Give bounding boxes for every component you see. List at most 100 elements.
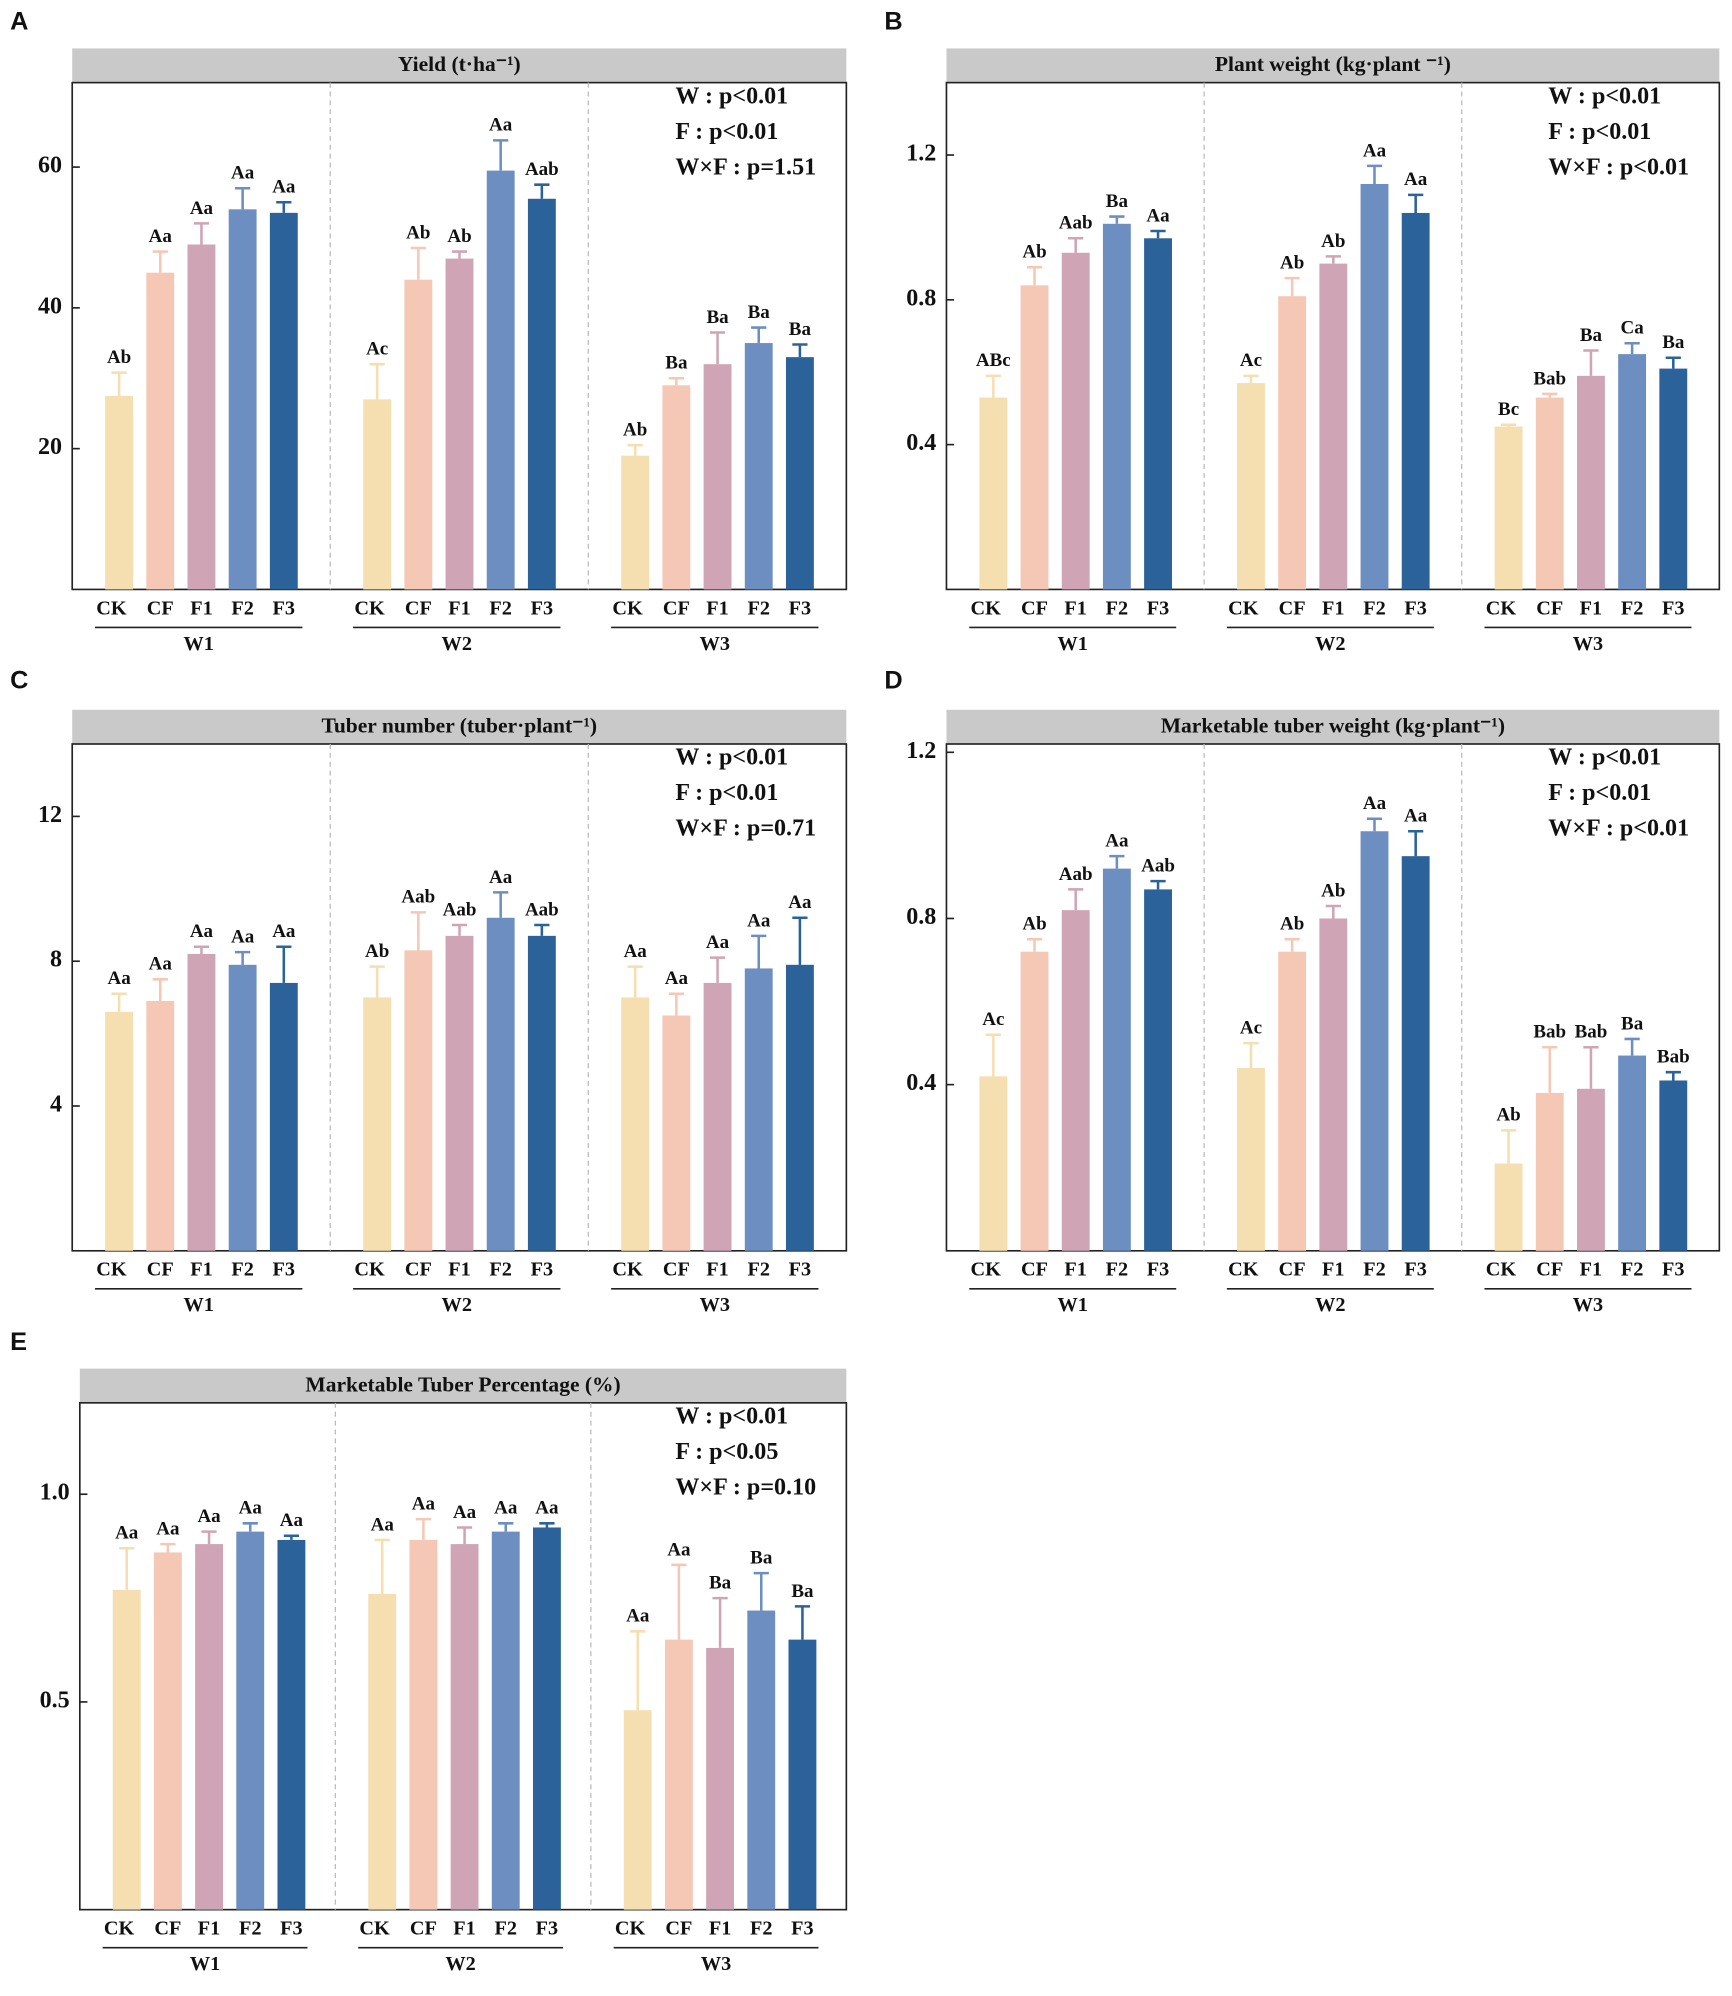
x-tick-label: F2: [750, 1918, 773, 1940]
significance-letter: Aa: [626, 1606, 650, 1627]
x-tick-label: F2: [231, 597, 254, 619]
significance-letter: Bab: [1533, 368, 1566, 389]
x-tick-label: CF: [1536, 597, 1563, 619]
significance-letter: Ba: [1662, 332, 1685, 353]
significance-letter: Aab: [401, 887, 435, 908]
bar: [1144, 238, 1172, 590]
y-tick-label: 40: [38, 293, 62, 319]
significance-letter: Aa: [494, 1498, 518, 1519]
error-bar: [709, 956, 726, 983]
title-strip: [79, 1368, 847, 1403]
significance-letter: Aa: [149, 954, 173, 975]
error-bar: [671, 1563, 687, 1640]
x-tick-label: CK: [1486, 597, 1517, 619]
bar: [105, 395, 134, 590]
stat-annotation: F : p<0.05: [675, 1439, 778, 1465]
error-bar: [712, 1596, 728, 1648]
group-label: W2: [442, 1294, 472, 1316]
error-bar: [451, 250, 468, 259]
x-tick-label: F1: [1580, 1259, 1603, 1281]
x-tick-label: F3: [1147, 597, 1170, 619]
bar: [368, 1593, 397, 1910]
bar: [1535, 1092, 1564, 1251]
x-tick-label: CK: [96, 597, 127, 619]
error-bar: [276, 201, 292, 213]
y-tick-label: 0.4: [906, 1070, 936, 1096]
error-bar: [369, 362, 385, 400]
x-tick-label: F3: [531, 597, 554, 619]
significance-letter: Aa: [107, 968, 131, 989]
bar: [445, 935, 474, 1251]
error-bar: [1408, 829, 1424, 857]
bar: [1237, 383, 1265, 590]
y-tick-label: 20: [38, 434, 62, 460]
bar: [785, 357, 814, 590]
x-tick-label: F3: [789, 597, 812, 619]
significance-letter: Aa: [280, 1510, 304, 1531]
error-bar: [1026, 937, 1043, 952]
y-tick-label: 4: [50, 1092, 62, 1118]
title-strip: [946, 709, 1720, 744]
bar: [363, 399, 392, 590]
significance-letter: Ba: [789, 319, 812, 340]
significance-letter: Aa: [231, 927, 255, 948]
significance-letter: Ba: [1106, 191, 1129, 212]
group-label: W3: [701, 1953, 731, 1975]
error-bar: [498, 1522, 514, 1532]
error-bar: [1243, 1041, 1259, 1069]
group-label: W3: [1573, 633, 1603, 655]
error-bar: [668, 992, 684, 1016]
significance-letter: Aa: [788, 892, 812, 913]
error-bar: [534, 183, 550, 199]
significance-letter: Bab: [1575, 1022, 1608, 1043]
bar: [1020, 951, 1049, 1251]
chart-title: Tuber number (tuber·plant⁻¹): [321, 713, 597, 737]
stat-annotation: W×F : p=1.51: [675, 154, 816, 180]
bar: [269, 212, 298, 590]
significance-letter: Aab: [1141, 856, 1175, 877]
y-tick-label: 12: [38, 802, 62, 828]
group-label: W2: [1315, 633, 1345, 655]
x-tick-label: F1: [706, 1259, 729, 1281]
stat-annotation: W×F : p<0.01: [1548, 816, 1689, 842]
significance-letter: Bc: [1498, 399, 1519, 420]
x-tick-label: F3: [1662, 1259, 1685, 1281]
significance-letter: Ba: [665, 353, 688, 374]
x-tick-label: F1: [706, 597, 729, 619]
error-bar: [1624, 1037, 1640, 1056]
significance-letter: Bab: [1657, 1047, 1690, 1068]
error-bar: [1542, 1045, 1558, 1093]
group-label: W2: [442, 633, 472, 655]
bar: [1319, 263, 1348, 590]
error-bar: [627, 443, 643, 456]
x-tick-label: F3: [273, 597, 296, 619]
chart-title: Marketable Tuber Percentage (%): [305, 1372, 620, 1396]
panel-label: D: [884, 667, 902, 695]
x-tick-label: F2: [1621, 597, 1644, 619]
x-tick-label: F2: [1621, 1259, 1644, 1281]
significance-letter: Bab: [1533, 1022, 1566, 1043]
y-tick-label: 8: [50, 947, 62, 973]
x-tick-label: F1: [1322, 597, 1345, 619]
x-tick-label: CK: [96, 1259, 127, 1281]
stat-annotation: W : p<0.01: [675, 83, 788, 109]
x-tick-label: F1: [1580, 597, 1603, 619]
bar: [788, 1639, 817, 1910]
x-tick-label: CK: [1228, 1259, 1259, 1281]
error-bar: [1284, 276, 1300, 297]
x-tick-label: CF: [1279, 597, 1306, 619]
bar: [706, 1647, 735, 1910]
significance-letter: Ab: [107, 347, 131, 368]
bar: [363, 997, 392, 1251]
bar: [187, 244, 216, 590]
significance-letter: Aa: [115, 1523, 139, 1544]
bar: [979, 1076, 1008, 1251]
x-tick-label: CK: [354, 1259, 385, 1281]
y-tick-label: 60: [38, 153, 62, 179]
error-bar: [369, 965, 385, 998]
x-tick-label: F2: [231, 1259, 254, 1281]
significance-letter: Aa: [489, 115, 513, 136]
bar: [1061, 252, 1090, 590]
chart-title: Plant weight (kg·plant ⁻¹): [1215, 52, 1451, 76]
